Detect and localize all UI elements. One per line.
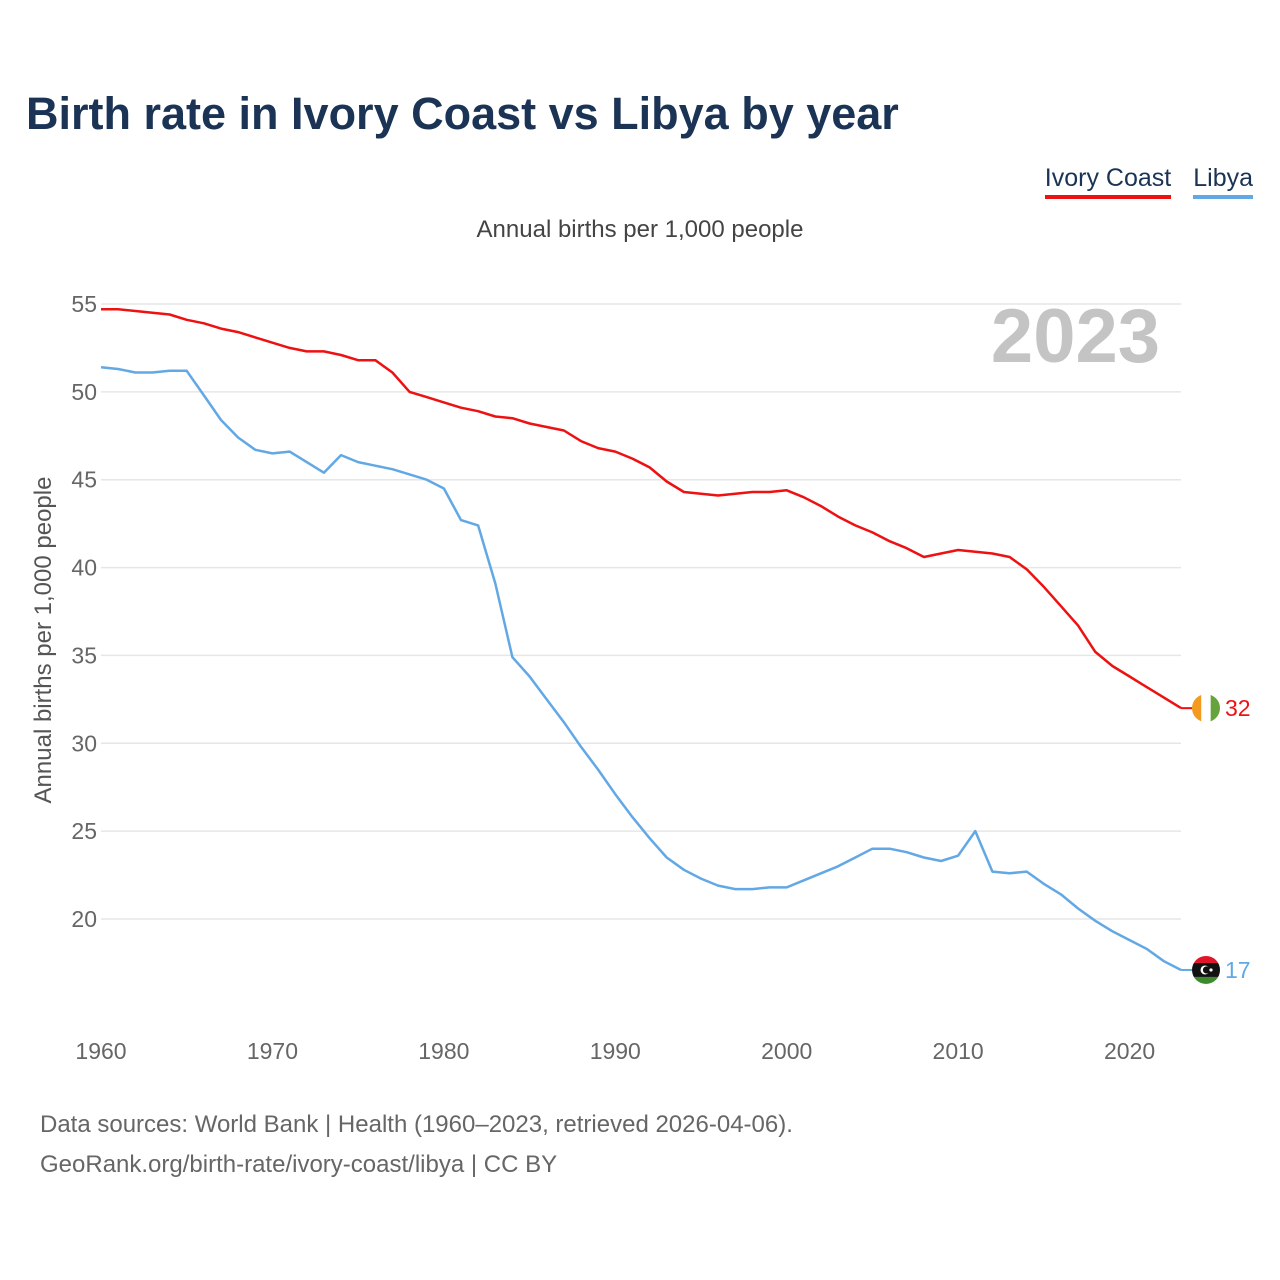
x-tick-label: 1990 (590, 1038, 641, 1064)
x-axis-ticks: 1960 1970 1980 1990 2000 2010 2020 (75, 1038, 1155, 1064)
flag-ivory-coast-icon (1192, 694, 1220, 723)
chart-subtitle: Annual births per 1,000 people (476, 216, 804, 243)
flag-libya-icon (1192, 955, 1220, 984)
x-tick-label: 2010 (933, 1038, 984, 1064)
y-axis-label: Annual births per 1,000 people (30, 477, 57, 804)
chart-title: Birth rate in Ivory Coast vs Libya by ye… (26, 88, 899, 139)
x-tick-label: 2000 (761, 1038, 812, 1064)
data-source: Data sources: World Bank | Health (1960–… (40, 1105, 793, 1185)
y-tick-label: 25 (71, 818, 97, 844)
y-tick-label: 50 (71, 379, 97, 405)
y-tick-label: 35 (71, 642, 97, 668)
x-tick-label: 2020 (1104, 1038, 1155, 1064)
legend-item-ivory-coast[interactable]: Ivory Coast (1044, 164, 1172, 199)
end-value-ivory-coast: 32 (1225, 695, 1251, 721)
series-line-ivory-coast[interactable] (101, 308, 1182, 710)
gridlines (101, 303, 1181, 920)
source-line-1: Data sources: World Bank | Health (1960–… (40, 1111, 793, 1138)
y-axis-ticks: 20 25 30 35 40 45 50 55 (71, 291, 97, 932)
y-tick-label: 45 (71, 467, 97, 493)
y-tick-label: 55 (71, 291, 97, 317)
year-watermark: 2023 (991, 294, 1160, 379)
y-tick-label: 20 (71, 906, 97, 932)
series (100, 308, 1182, 972)
legend-item-libya[interactable]: Libya (1193, 164, 1253, 199)
y-tick-label: 40 (71, 555, 97, 581)
x-tick-label: 1960 (75, 1038, 126, 1064)
x-tick-label: 1980 (418, 1038, 469, 1064)
end-value-libya: 17 (1225, 957, 1251, 983)
legend: Ivory Coast Libya (1044, 164, 1253, 199)
series-line-libya[interactable] (100, 366, 1182, 972)
x-tick-label: 1970 (247, 1038, 298, 1064)
end-markers: 32 17 (1181, 694, 1251, 984)
y-tick-label: 30 (71, 730, 97, 756)
source-line-2[interactable]: GeoRank.org/birth-rate/ivory-coast/libya… (40, 1151, 558, 1178)
